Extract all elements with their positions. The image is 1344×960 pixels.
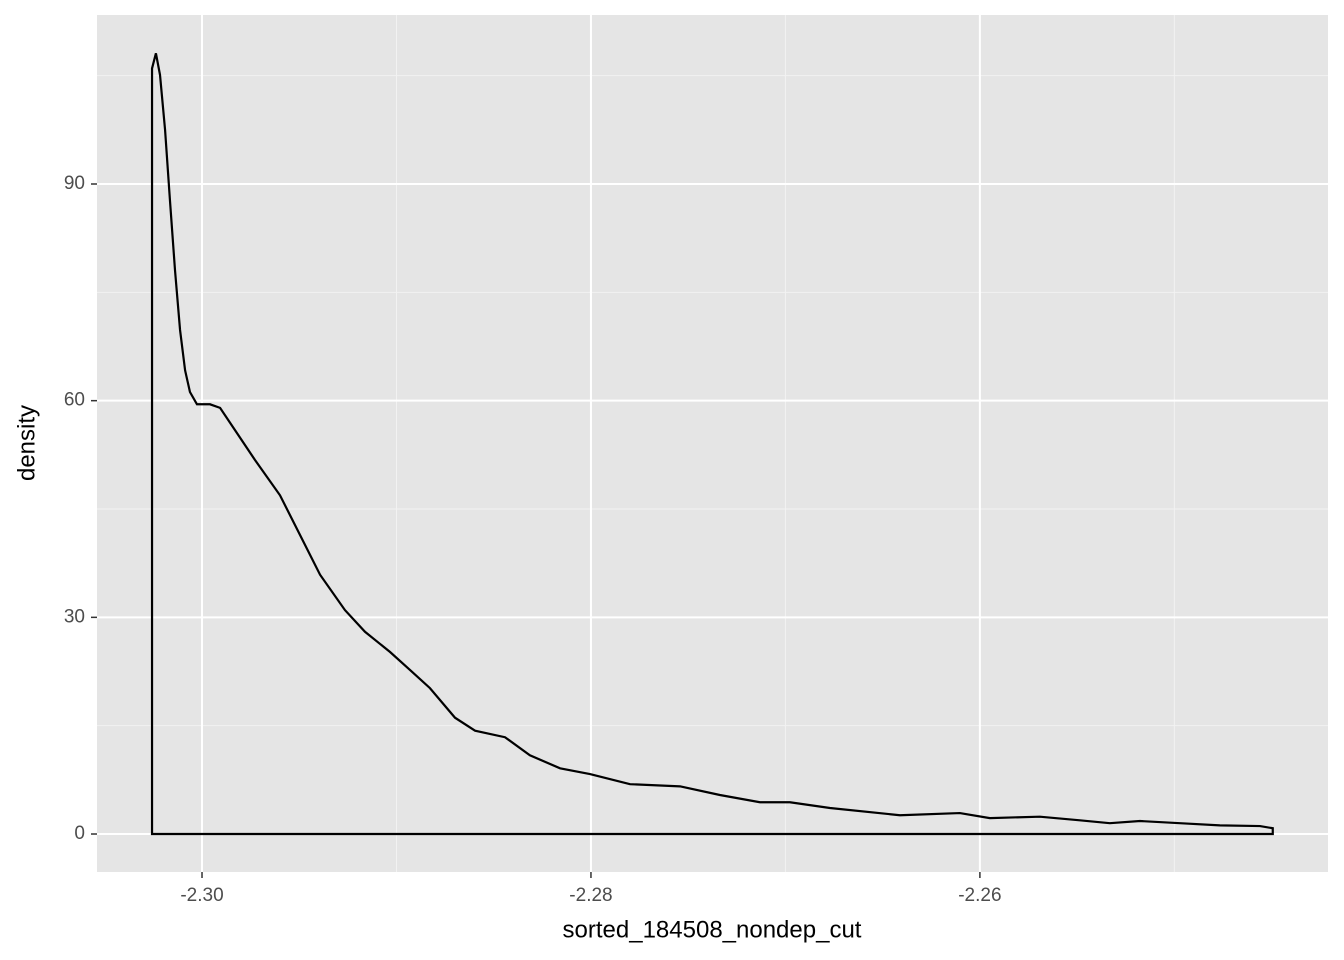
y-axis-title: density bbox=[13, 405, 40, 481]
density-curve bbox=[150, 53, 1274, 836]
panel bbox=[97, 15, 1328, 872]
x-tick-label: -2.28 bbox=[569, 885, 612, 906]
y-tick-label: 60 bbox=[64, 390, 85, 411]
x-tick-label: -2.26 bbox=[958, 885, 1001, 906]
y-tick-label: 0 bbox=[74, 823, 85, 844]
x-tick-label: -2.30 bbox=[180, 885, 223, 906]
x-axis-title: sorted_184508_nondep_cut bbox=[563, 916, 862, 943]
y-tick-label: 90 bbox=[64, 173, 85, 194]
y-tick-label: 30 bbox=[64, 606, 85, 627]
